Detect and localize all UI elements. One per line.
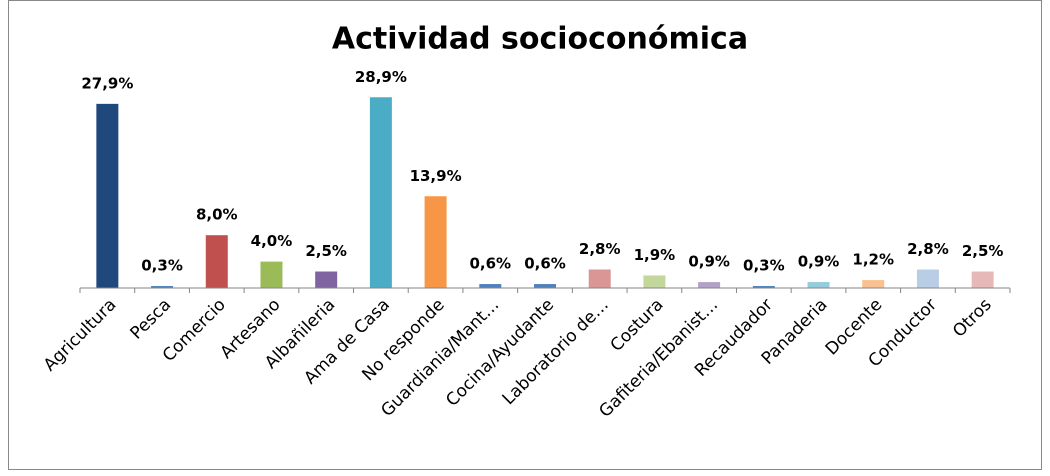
bar <box>862 280 885 288</box>
bar <box>752 286 775 288</box>
data-label: 2,8% <box>579 240 621 258</box>
data-label: 1,9% <box>634 246 676 264</box>
data-label: 0,9% <box>688 253 730 271</box>
bar <box>96 103 119 288</box>
data-label: 2,8% <box>907 240 949 258</box>
bar <box>971 271 994 288</box>
data-label: 28,9% <box>355 68 407 86</box>
chart-frame <box>8 0 1042 470</box>
data-label: 2,5% <box>962 242 1004 260</box>
data-label: 0,3% <box>743 257 785 275</box>
bar <box>643 275 666 288</box>
bar <box>588 269 611 288</box>
bar <box>151 286 174 288</box>
bar <box>424 196 447 288</box>
data-label: 13,9% <box>410 167 462 185</box>
bar <box>534 284 556 288</box>
data-label: 4,0% <box>251 232 293 250</box>
data-label: 27,9% <box>81 74 133 92</box>
bar <box>315 271 338 288</box>
chart-title: Actividad socioconómica <box>332 22 748 57</box>
bar <box>807 282 830 288</box>
bar <box>698 282 721 288</box>
data-label: 0,6% <box>469 255 511 273</box>
bar <box>260 261 283 288</box>
bar <box>369 97 392 288</box>
data-label: 0,3% <box>141 257 183 275</box>
bar <box>479 284 502 288</box>
data-label: 8,0% <box>196 206 238 224</box>
data-label: 0,9% <box>798 253 840 271</box>
data-label: 1,2% <box>852 251 894 269</box>
data-label: 2,5% <box>305 242 347 260</box>
data-label: 0,6% <box>524 255 566 273</box>
bar <box>916 269 939 288</box>
bar <box>205 235 228 288</box>
